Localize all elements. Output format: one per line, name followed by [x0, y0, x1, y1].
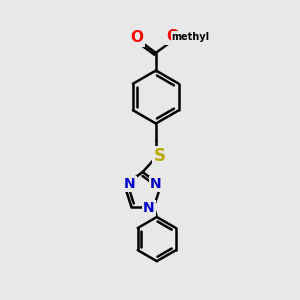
- Text: O: O: [166, 29, 179, 44]
- Text: N: N: [150, 177, 161, 191]
- Text: S: S: [154, 147, 166, 165]
- Text: O: O: [130, 30, 143, 45]
- Text: N: N: [124, 177, 136, 191]
- Text: N: N: [143, 201, 154, 215]
- Text: methyl: methyl: [172, 32, 210, 42]
